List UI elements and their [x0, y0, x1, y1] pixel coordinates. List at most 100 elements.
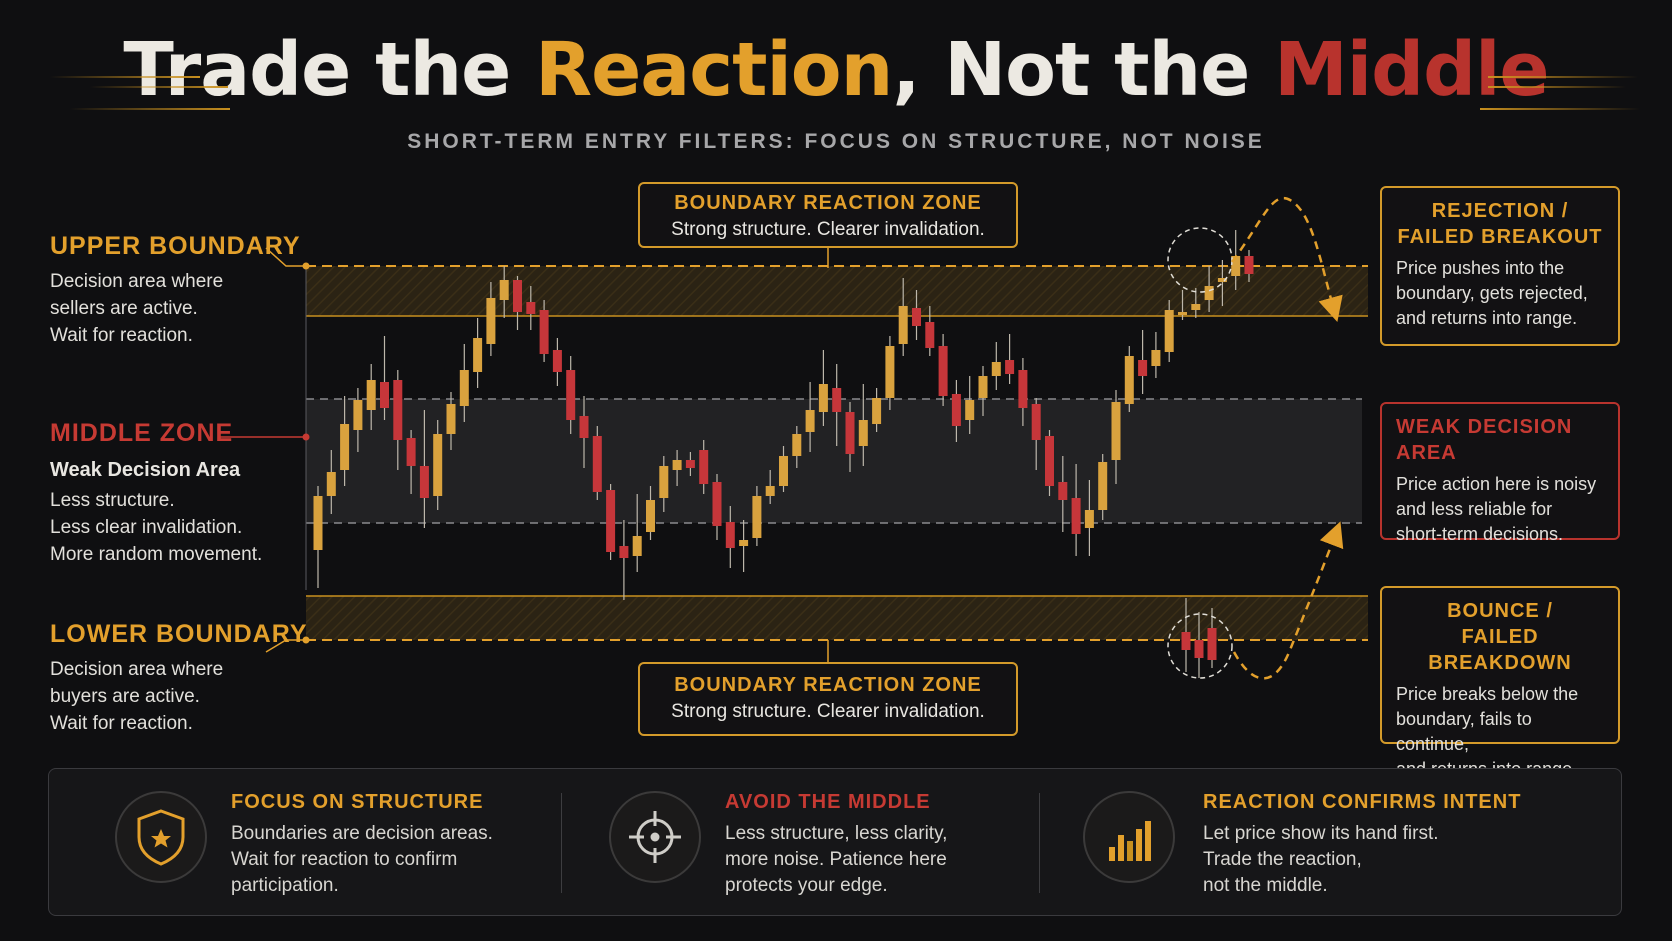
- weak-callout-body: Price action here is noisy and less reli…: [1396, 472, 1604, 547]
- top-zone-box-title: BOUNDARY REACTION ZONE: [674, 192, 982, 214]
- candle-body: [1045, 436, 1054, 486]
- rejection-callout-body: Price pushes into the boundary, gets rej…: [1396, 256, 1604, 331]
- candle-body: [499, 280, 509, 300]
- candle-body: [1191, 304, 1201, 310]
- middle-zone: [306, 399, 1362, 523]
- candle-body: [1194, 640, 1204, 658]
- candle-body: [552, 350, 562, 372]
- feature-2-line-3: protects your edge.: [725, 875, 888, 896]
- lower-desc-line-2: buyers are active.: [50, 686, 200, 707]
- middle-desc-line-1: Less structure.: [50, 490, 175, 511]
- bar-chart-icon: [1083, 791, 1175, 883]
- candle-body: [712, 482, 722, 526]
- candle-body: [1098, 462, 1108, 510]
- candle-body: [725, 522, 735, 548]
- rejection-arrow: [1230, 197, 1343, 323]
- feature-3-line-1: Let price show its hand first.: [1203, 823, 1439, 844]
- feature-reaction-confirms-title: REACTION CONFIRMS INTENT: [1203, 791, 1522, 813]
- title-part-3: , Not the: [892, 27, 1275, 113]
- candle-body: [1084, 510, 1094, 528]
- candle-body: [646, 500, 655, 532]
- candle-body: [340, 424, 350, 470]
- candle-body: [951, 394, 961, 426]
- feature-1-line-2: Wait for reaction to confirm: [231, 849, 458, 870]
- candle-body: [792, 434, 802, 456]
- candle-body: [1071, 498, 1081, 534]
- candle-body: [473, 338, 483, 372]
- middle-zone-title: MIDDLE ZONE: [50, 419, 234, 447]
- page-subtitle: SHORT-TERM ENTRY FILTERS: FOCUS ON STRUC…: [407, 130, 1265, 153]
- middle-desc-line-2: Less clear invalidation.: [50, 517, 243, 538]
- candle-body: [539, 310, 549, 354]
- rejection-failed-breakout-callout: REJECTION / FAILED BREAKOUT Price pushes…: [1380, 186, 1620, 346]
- bounce-title-line-2: FAILED BREAKDOWN: [1428, 626, 1572, 674]
- candle-body: [845, 412, 855, 454]
- bounce-line-1: Price breaks below the: [1396, 684, 1579, 704]
- title-part-1: Trade the: [123, 27, 536, 113]
- feature-divider-1: [561, 793, 562, 893]
- upper-desc-line-3: Wait for reaction.: [50, 325, 193, 346]
- lower-desc-line-3: Wait for reaction.: [50, 713, 193, 734]
- candle-body: [925, 322, 935, 348]
- upper-connector-dot: [302, 262, 310, 270]
- bottom-boundary-reaction-zone-box: BOUNDARY REACTION ZONE Strong structure.…: [638, 662, 1018, 736]
- candle-body: [1181, 632, 1191, 650]
- candle-body: [526, 302, 536, 314]
- candle-body: [885, 346, 895, 398]
- candle-body: [978, 376, 988, 398]
- candle-body: [1231, 256, 1241, 276]
- candle-body: [606, 490, 616, 552]
- feature-2-line-2: more noise. Patience here: [725, 849, 947, 870]
- candle-body: [965, 400, 975, 420]
- candle-body: [1164, 310, 1174, 352]
- top-boundary-reaction-zone-box: BOUNDARY REACTION ZONE Strong structure.…: [638, 182, 1018, 248]
- candle-body: [659, 466, 669, 498]
- lower-boundary-zone: [306, 596, 1368, 640]
- candle-body: [872, 398, 882, 424]
- candle-body: [313, 496, 323, 550]
- upper-desc-line-2: sellers are active.: [50, 298, 198, 319]
- feature-reaction-confirms-body: Let price show its hand first. Trade the…: [1203, 821, 1439, 899]
- candle-body: [832, 388, 842, 412]
- lower-boundary-title: LOWER BOUNDARY: [50, 620, 308, 648]
- title-deco-line-left-1: [50, 76, 200, 78]
- lower-connector-dot: [302, 636, 310, 644]
- candle-body: [898, 306, 908, 344]
- candle-body: [513, 280, 522, 312]
- title-deco-line-left-3: [70, 108, 230, 110]
- middle-zone-subtitle: Weak Decision Area: [50, 459, 241, 481]
- title-deco-line-right-3: [1480, 108, 1640, 110]
- rejection-line-2: boundary, gets rejected,: [1396, 283, 1588, 303]
- rejection-line-3: and returns into range.: [1396, 308, 1578, 328]
- candle-body: [380, 382, 389, 408]
- upper-boundary-zone: [306, 266, 1368, 316]
- feature-avoid-middle-body: Less structure, less clarity, more noise…: [725, 821, 947, 899]
- middle-desc-line-3: More random movement.: [50, 544, 263, 565]
- feature-1-line-3: participation.: [231, 875, 339, 896]
- feature-focus-structure-title: FOCUS ON STRUCTURE: [231, 791, 484, 813]
- candle-body: [1058, 482, 1068, 500]
- candle-body: [1207, 628, 1217, 660]
- candle-body: [779, 456, 788, 486]
- candle-body: [393, 380, 403, 440]
- candle-body: [1244, 256, 1254, 274]
- rejection-callout-title: REJECTION / FAILED BREAKOUT: [1396, 198, 1604, 250]
- upper-desc-line-1: Decision area where: [50, 271, 224, 292]
- upper-boundary-title: UPPER BOUNDARY: [50, 232, 301, 260]
- title-deco-line-right-2: [1488, 86, 1626, 88]
- candle-body: [486, 298, 496, 344]
- title-part-middle: Middle: [1274, 27, 1549, 113]
- candle-body: [805, 410, 815, 432]
- shield-star-icon: [115, 791, 207, 883]
- bottom-zone-box-text: Strong structure. Clearer invalidation.: [671, 701, 985, 722]
- candle-body: [592, 436, 602, 492]
- candle-body: [938, 346, 948, 396]
- lower-label-connector: [265, 639, 306, 653]
- candle-body: [685, 460, 695, 468]
- weak-callout-title: WEAK DECISION AREA: [1396, 416, 1573, 464]
- middle-zone-description: Less structure. Less clear invalidation.…: [50, 487, 262, 568]
- candle-body: [459, 370, 469, 406]
- candle-body: [1138, 360, 1148, 376]
- bounce-callout-title: BOUNCE / FAILED BREAKDOWN: [1396, 598, 1604, 676]
- title-part-reaction: Reaction: [535, 27, 893, 113]
